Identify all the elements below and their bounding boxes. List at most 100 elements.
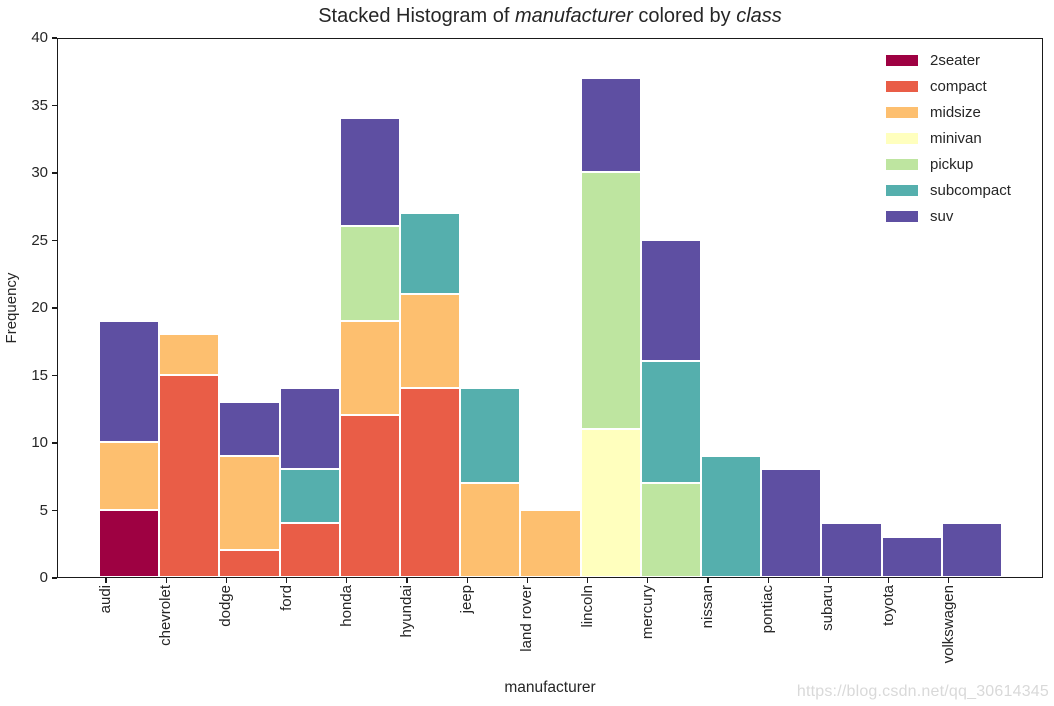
legend-swatch-compact — [886, 81, 918, 93]
bar-segment-ford-compact — [279, 523, 340, 577]
x-tick-label-jeep: jeep — [458, 585, 476, 614]
x-tick-mark — [225, 578, 228, 583]
y-tick-label: 30 — [31, 164, 48, 181]
bar-segment-pontiac-suv — [761, 469, 822, 577]
bar-segment-honda-compact — [339, 415, 400, 577]
plot-area — [57, 38, 1043, 578]
bar-segment-lincoln-pickup — [580, 172, 641, 429]
bar-segment-honda-midsize — [339, 320, 400, 415]
bar-segment-land-rover-midsize — [520, 509, 581, 577]
x-tick-label-ford: ford — [277, 585, 295, 611]
y-tick-mark — [52, 239, 57, 242]
x-tick-label-land-rover: land rover — [518, 585, 536, 652]
y-tick-label: 15 — [31, 366, 48, 384]
bar-segment-audi-2seater — [99, 509, 160, 577]
y-tick-label: 40 — [31, 29, 48, 46]
bar-segment-mercury-pickup — [640, 482, 701, 577]
x-tick-label-volkswagen: volkswagen — [939, 585, 957, 664]
x-tick-mark — [285, 578, 288, 583]
x-tick-label-hyundai: hyundai — [398, 585, 415, 638]
bar-segment-audi-suv — [99, 320, 160, 442]
bar-segment-toyota-suv — [881, 536, 942, 577]
legend-swatch-2seater — [886, 55, 918, 67]
bar-segment-subaru-suv — [821, 523, 882, 577]
legend-label-pickup: pickup — [930, 155, 974, 173]
x-tick-mark — [647, 578, 649, 583]
bar-segment-jeep-midsize — [460, 482, 521, 577]
x-tick-mark — [466, 578, 468, 583]
x-tick-mark — [526, 578, 529, 583]
legend-swatch-midsize — [886, 107, 918, 119]
y-tick-mark — [52, 172, 57, 174]
x-tick-label-honda: honda — [337, 585, 355, 627]
x-tick-mark — [707, 578, 709, 583]
chart-title-italic-part: class — [736, 5, 782, 27]
x-tick-mark — [827, 578, 830, 583]
x-tick-label-nissan: nissan — [699, 585, 716, 629]
y-tick-label: 20 — [31, 299, 48, 316]
legend-label-suv: suv — [930, 207, 954, 225]
bar-segment-lincoln-suv — [580, 77, 641, 172]
y-tick-label: 5 — [39, 501, 48, 519]
bar-segment-jeep-subcompact — [460, 388, 521, 483]
legend-label-compact: compact — [930, 77, 987, 95]
x-tick-label-chevrolet: chevrolet — [157, 585, 175, 646]
x-tick-label-lincoln: lincoln — [578, 585, 596, 628]
x-tick-mark — [887, 578, 890, 583]
bar-segment-nissan-subcompact — [701, 455, 762, 577]
legend-label-midsize: midsize — [930, 103, 981, 121]
y-tick-label: 25 — [31, 231, 48, 249]
chart-title-italic-part: manufacturer — [514, 5, 633, 27]
x-tick-label-dodge: dodge — [217, 585, 235, 627]
x-tick-mark — [105, 578, 107, 583]
x-tick-label-toyota: toyota — [879, 585, 897, 626]
bar-segment-mercury-suv — [640, 239, 701, 361]
y-tick-mark — [52, 104, 57, 107]
y-tick-mark — [52, 577, 57, 579]
x-tick-mark — [767, 578, 769, 583]
bar-segment-dodge-compact — [219, 550, 280, 577]
y-tick-label: 35 — [31, 96, 48, 114]
y-tick-label: 10 — [31, 434, 48, 451]
legend-label-minivan: minivan — [930, 129, 982, 147]
y-tick-mark — [52, 307, 57, 309]
legend-swatch-pickup — [886, 159, 918, 171]
y-tick-mark — [52, 509, 57, 512]
x-tick-label-audi: audi — [97, 585, 114, 614]
bar-segment-hyundai-subcompact — [400, 212, 461, 294]
bar-segment-ford-suv — [279, 388, 340, 469]
x-tick-label-pontiac: pontiac — [759, 585, 777, 634]
x-axis-label: manufacturer — [504, 679, 596, 696]
legend-swatch-suv — [886, 211, 918, 223]
x-tick-mark — [165, 578, 167, 583]
x-tick-mark — [346, 578, 348, 583]
y-tick-mark — [52, 37, 57, 39]
bar-segment-honda-suv — [339, 118, 400, 226]
bar-segment-volkswagen-suv — [941, 523, 1002, 577]
x-tick-mark — [406, 578, 408, 583]
x-tick-mark — [948, 578, 950, 583]
legend-label-2seater: 2seater — [930, 51, 981, 69]
watermark: https://blog.csdn.net/qq_30614345 — [796, 683, 1049, 700]
bar-segment-mercury-subcompact — [640, 361, 701, 483]
legend-swatch-subcompact — [886, 185, 918, 197]
bar-segment-dodge-suv — [219, 401, 280, 456]
legend-label-subcompact: subcompact — [930, 181, 1011, 199]
y-tick-label: 0 — [39, 569, 48, 586]
bar-segment-chevrolet-midsize — [159, 334, 220, 375]
x-tick-label-mercury: mercury — [638, 585, 656, 640]
x-tick-label-subaru: subaru — [819, 585, 837, 631]
bar-segment-audi-midsize — [99, 442, 160, 510]
chart-title-part: Stacked Histogram of — [318, 5, 515, 27]
y-tick-mark — [52, 442, 57, 444]
bar-segment-hyundai-midsize — [400, 293, 461, 388]
y-tick-mark — [52, 374, 57, 377]
bar-segment-ford-subcompact — [279, 469, 340, 523]
bar-segment-hyundai-compact — [400, 388, 461, 577]
legend-swatch-minivan — [886, 133, 918, 145]
x-tick-mark — [586, 578, 589, 583]
chart-title: Stacked Histogram of manufacturer colore… — [57, 5, 1043, 28]
chart-title-part: colored by — [632, 5, 737, 27]
bar-segment-chevrolet-compact — [159, 374, 220, 577]
